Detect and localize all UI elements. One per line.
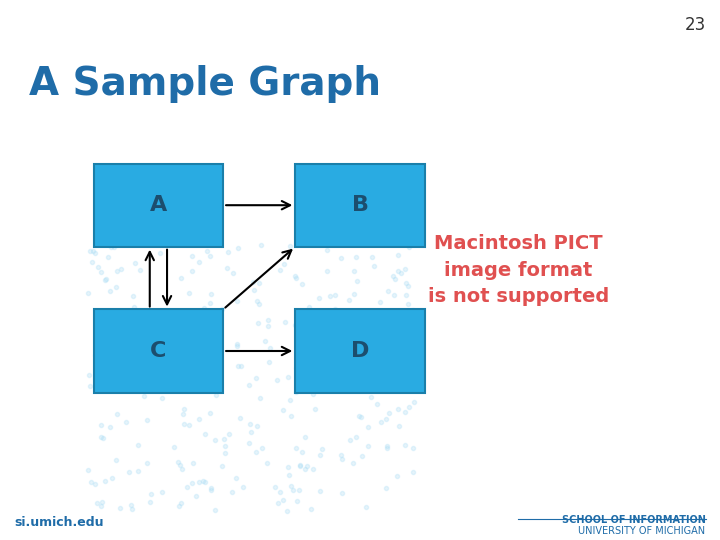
FancyBboxPatch shape	[94, 309, 223, 393]
Text: Macintosh PICT
image format
is not supported: Macintosh PICT image format is not suppo…	[428, 234, 609, 306]
Text: D: D	[351, 341, 369, 361]
Text: B: B	[351, 195, 369, 215]
Text: A Sample Graph: A Sample Graph	[29, 65, 381, 103]
FancyBboxPatch shape	[94, 164, 223, 247]
Text: C: C	[150, 341, 166, 361]
Text: SCHOOL OF INFORMATION: SCHOOL OF INFORMATION	[562, 515, 706, 525]
FancyBboxPatch shape	[295, 164, 425, 247]
Text: UNIVERSITY OF MICHIGAN: UNIVERSITY OF MICHIGAN	[578, 525, 706, 536]
Text: A: A	[150, 195, 167, 215]
Text: si.umich.edu: si.umich.edu	[14, 516, 104, 529]
FancyBboxPatch shape	[295, 309, 425, 393]
Text: 23: 23	[684, 16, 706, 34]
